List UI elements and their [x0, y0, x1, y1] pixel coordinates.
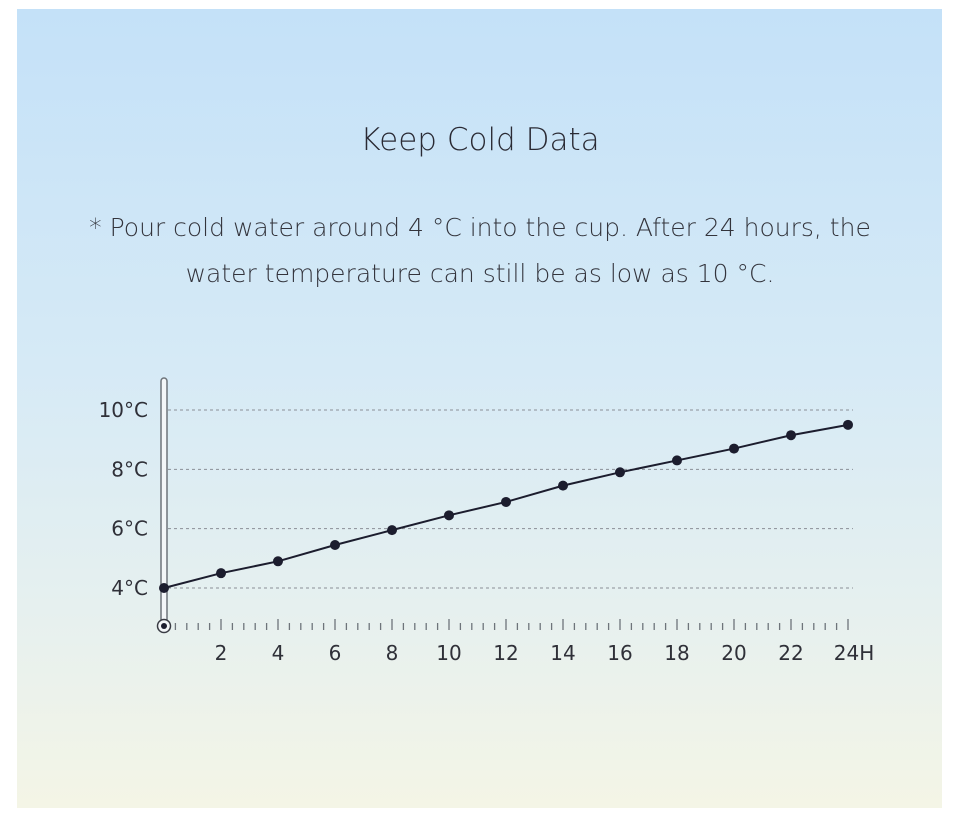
data-point — [444, 510, 454, 521]
x-tick-label: 18 — [664, 641, 689, 665]
y-tick-label: 6°C — [111, 517, 148, 541]
data-point — [273, 556, 283, 567]
y-tick-label: 4°C — [111, 576, 148, 600]
data-point — [672, 455, 682, 466]
y-tick-label: 8°C — [111, 457, 148, 481]
data-point — [729, 443, 739, 454]
y-tick-label: 10°C — [99, 398, 148, 422]
description-note: * Pour cold water around 4 °C into the c… — [89, 213, 871, 288]
x-tick-label: 10 — [436, 641, 461, 665]
x-tick-label: 22 — [778, 641, 803, 665]
data-point — [615, 467, 625, 478]
x-tick-label: 14 — [550, 641, 575, 665]
data-point — [786, 430, 796, 441]
data-point — [387, 525, 397, 536]
data-point — [159, 583, 169, 593]
data-point — [330, 539, 340, 550]
x-tick-label: 24H — [834, 641, 875, 665]
page-title: Keep Cold Data — [360, 122, 600, 158]
background-panel — [17, 9, 942, 808]
data-point — [558, 480, 568, 491]
x-tick-label: 4 — [272, 641, 285, 665]
data-point — [216, 568, 226, 579]
x-tick-label: 2 — [215, 641, 228, 665]
x-tick-label: 6 — [329, 641, 342, 665]
x-tick-label: 16 — [607, 641, 632, 665]
data-point — [501, 496, 511, 507]
x-tick-label: 12 — [493, 641, 518, 665]
thermometer-bulb-core — [161, 623, 167, 629]
x-tick-label: 8 — [386, 641, 399, 665]
x-tick-label: 20 — [721, 641, 746, 665]
data-point — [843, 419, 853, 430]
